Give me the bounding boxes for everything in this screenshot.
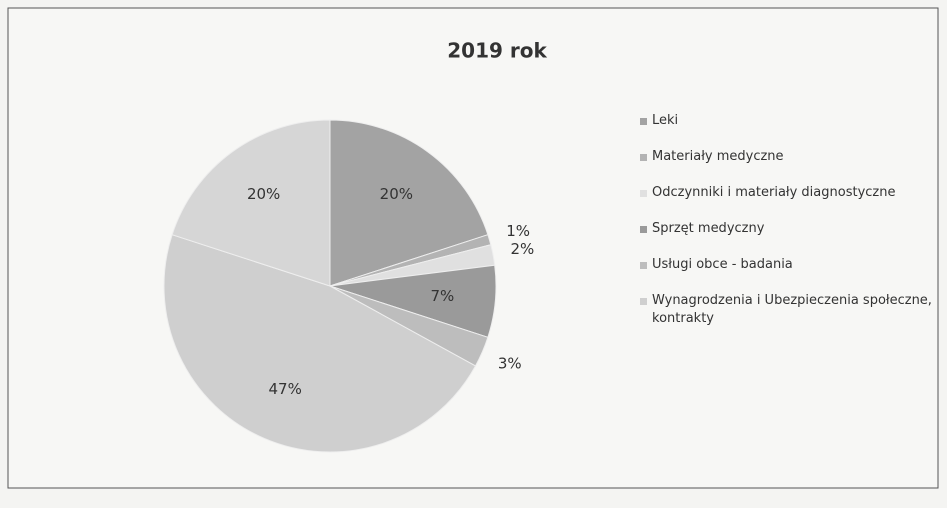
data-label: 7%: [430, 287, 454, 305]
legend-item: Wynagrodzenia i Ubezpieczenia społeczne,…: [640, 292, 940, 328]
legend-swatch: [640, 226, 647, 233]
legend-item: Odczynniki i materiały diagnostyczne: [640, 184, 940, 202]
legend-label: Odczynniki i materiały diagnostyczne: [652, 185, 896, 200]
legend-swatch: [640, 262, 647, 269]
pie-slice: [163, 234, 477, 453]
legend-label: Leki: [652, 113, 679, 128]
legend-item: Leki: [640, 112, 940, 130]
data-label: 20%: [380, 185, 413, 203]
pie-slice: [329, 119, 489, 287]
legend-label: Sprzęt medyczny: [652, 221, 765, 236]
legend-swatch: [640, 298, 647, 305]
legend-swatch: [640, 154, 647, 161]
data-label: 1%: [506, 222, 530, 240]
legend-item: Materiały medyczne: [640, 148, 940, 166]
legend-item: Usługi obce - badania: [640, 256, 940, 274]
legend: Leki Materiały medyczne Odczynniki i mater…: [640, 112, 940, 346]
data-label: 47%: [268, 380, 301, 398]
legend-label: Materiały medyczne: [652, 149, 784, 164]
pie-slice: [171, 119, 331, 287]
data-label: 20%: [247, 185, 280, 203]
legend-swatch: [640, 118, 647, 125]
data-label: 3%: [498, 354, 522, 372]
data-label: 2%: [511, 240, 535, 258]
legend-label: Usługi obce - badania: [652, 257, 793, 272]
legend-swatch: [640, 190, 647, 197]
chart-title: 2019 rok: [447, 39, 547, 63]
legend-item: Sprzęt medyczny: [640, 220, 940, 238]
legend-label: Wynagrodzenia i Ubezpieczenia społeczne,…: [652, 293, 932, 326]
